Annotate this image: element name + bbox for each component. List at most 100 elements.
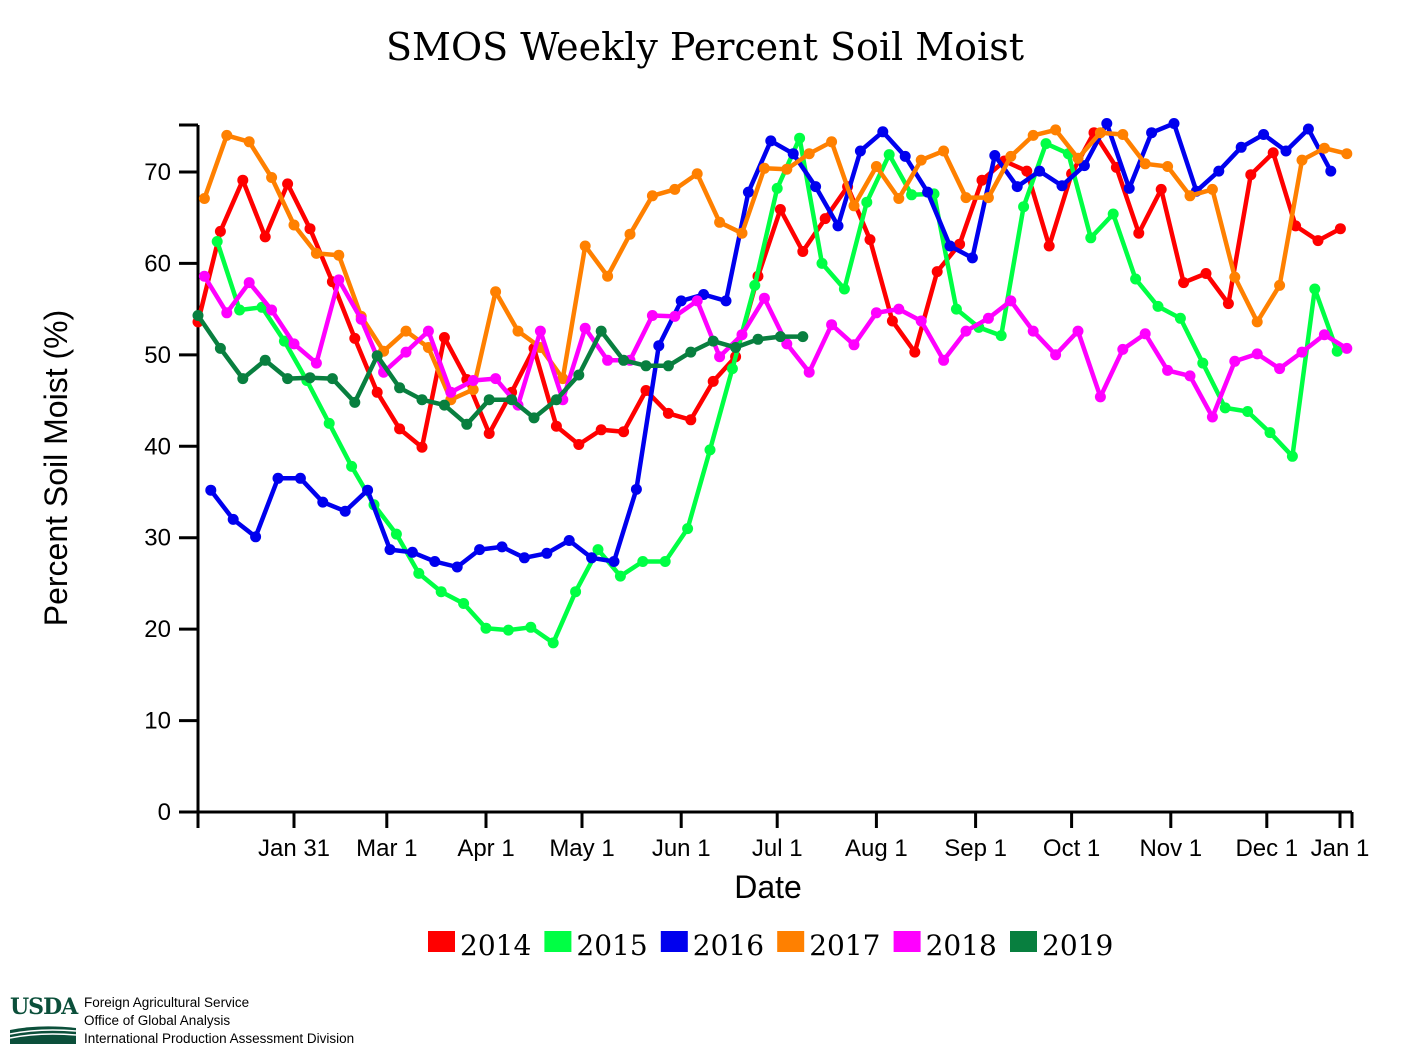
data-point-2016: [966, 252, 978, 264]
data-point-2016: [653, 340, 665, 352]
data-point-2019: [595, 325, 607, 337]
data-point-2016: [877, 126, 889, 138]
data-point-2017: [691, 168, 703, 180]
data-point-2017: [1027, 129, 1039, 141]
data-point-2018: [1050, 349, 1062, 361]
data-point-2019: [371, 350, 383, 362]
data-point-2016: [608, 556, 620, 567]
data-point-2018: [310, 357, 322, 369]
data-point-2016: [496, 541, 508, 553]
data-point-2015: [1130, 273, 1142, 285]
legend-swatch: [544, 931, 572, 952]
data-point-2017: [467, 384, 479, 396]
data-point-2015: [1219, 402, 1231, 414]
data-point-2018: [1184, 370, 1196, 382]
data-point-2017: [982, 192, 994, 204]
data-point-2017: [1050, 124, 1062, 136]
data-point-2015: [726, 363, 738, 375]
data-point-2018: [422, 325, 434, 337]
data-point-2019: [640, 360, 652, 372]
data-point-2014: [864, 234, 876, 246]
data-point-2017: [602, 270, 614, 282]
data-point-2014: [1133, 227, 1145, 239]
data-point-2018: [893, 303, 905, 315]
data-point-2018: [803, 366, 815, 378]
data-point-2018: [602, 354, 614, 366]
data-point-2014: [707, 375, 719, 387]
legend-swatch: [893, 931, 921, 952]
data-point-2018: [221, 307, 233, 319]
data-point-2016: [384, 544, 396, 556]
data-point-2016: [563, 535, 575, 546]
data-point-2015: [1018, 201, 1030, 213]
data-point-2017: [310, 247, 322, 259]
data-point-2019: [528, 412, 540, 424]
data-point-2014: [909, 346, 921, 358]
data-point-2018: [490, 373, 502, 385]
data-point-2015: [816, 257, 828, 269]
data-point-2014: [438, 332, 450, 343]
data-point-2014: [618, 426, 630, 438]
legend-label: 2017: [809, 929, 880, 962]
x-axis-title: Date: [734, 869, 802, 905]
data-point-2019: [416, 394, 428, 406]
data-point-2017: [1139, 158, 1151, 170]
legend-item-2015: 2015: [544, 929, 648, 962]
data-point-2016: [1325, 165, 1337, 177]
data-point-2018: [1251, 348, 1263, 360]
data-point-2019: [752, 333, 764, 345]
data-point-2018: [714, 351, 726, 363]
legend-swatch: [660, 931, 688, 952]
data-point-2016: [451, 561, 463, 573]
data-point-2014: [1312, 235, 1324, 247]
legend-label: 2014: [460, 929, 531, 962]
series-2019: [192, 310, 809, 430]
data-point-2015: [480, 622, 492, 634]
data-point-2014: [640, 385, 652, 396]
data-point-2014: [1043, 240, 1055, 252]
org-line-1: Foreign Agricultural Service: [84, 995, 250, 1010]
data-point-2018: [288, 338, 300, 350]
data-point-2018: [736, 329, 748, 341]
data-point-2015: [659, 556, 671, 567]
data-point-2019: [461, 418, 473, 430]
data-point-2016: [899, 150, 911, 162]
data-point-2016: [989, 150, 1001, 161]
data-point-2016: [339, 505, 351, 517]
data-point-2018: [579, 322, 591, 334]
data-point-2015: [883, 149, 895, 161]
data-point-2014: [259, 231, 271, 243]
data-point-2016: [1258, 129, 1270, 140]
data-point-2017: [288, 219, 300, 231]
org-line-2: Office of Global Analysis: [84, 1013, 231, 1028]
data-point-2017: [781, 163, 793, 175]
data-point-2014: [1021, 165, 1033, 177]
data-point-2018: [1072, 325, 1084, 337]
data-point-2018: [781, 338, 793, 350]
data-point-2014: [774, 204, 786, 215]
data-point-2018: [982, 312, 994, 324]
data-point-2018: [938, 354, 950, 366]
data-point-2017: [826, 136, 838, 148]
data-point-2016: [272, 472, 284, 484]
data-point-2014: [797, 246, 809, 257]
data-point-2016: [922, 186, 934, 198]
data-point-2015: [1242, 406, 1254, 417]
data-point-2017: [669, 183, 681, 195]
org-lines: Foreign Agricultural Service Office of G…: [84, 994, 354, 1048]
data-point-2015: [390, 528, 402, 540]
data-point-2017: [714, 216, 726, 228]
data-point-2017: [938, 145, 950, 157]
usda-logo: USDA: [10, 994, 78, 1046]
data-point-2017: [870, 161, 882, 172]
axes: 0 10 20 30 40 50 60 70 Jan 31 Mar 1 Apr 1 May 1 Jun …: [144, 123, 1369, 862]
y-tick-label: 70: [144, 159, 171, 186]
data-point-2018: [1117, 343, 1129, 355]
data-point-2017: [266, 172, 278, 183]
legend-item-2016: 2016: [660, 929, 764, 962]
data-point-2016: [630, 483, 642, 495]
data-point-2017: [400, 325, 412, 337]
x-tick-label: Jun 1: [652, 835, 711, 862]
data-point-2019: [550, 394, 562, 406]
data-point-2014: [214, 225, 226, 237]
